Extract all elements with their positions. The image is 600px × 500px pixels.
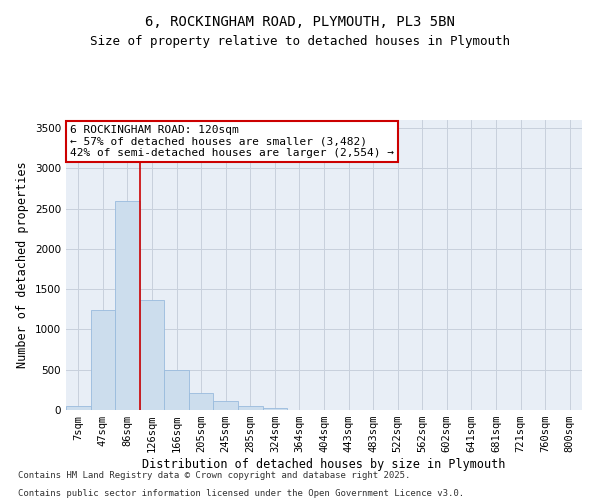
Bar [91,310,115,410]
Bar [263,408,287,410]
Text: Size of property relative to detached houses in Plymouth: Size of property relative to detached ho… [90,35,510,48]
Y-axis label: Number of detached properties: Number of detached properties [16,162,29,368]
Bar [66,406,91,410]
Text: Contains HM Land Registry data © Crown copyright and database right 2025.: Contains HM Land Registry data © Crown c… [18,471,410,480]
Bar [164,370,189,410]
Text: Contains public sector information licensed under the Open Government Licence v3: Contains public sector information licen… [18,488,464,498]
Text: 6, ROCKINGHAM ROAD, PLYMOUTH, PL3 5BN: 6, ROCKINGHAM ROAD, PLYMOUTH, PL3 5BN [145,15,455,29]
Bar [140,300,164,410]
X-axis label: Distribution of detached houses by size in Plymouth: Distribution of detached houses by size … [142,458,506,471]
Bar [189,393,214,410]
Text: 6 ROCKINGHAM ROAD: 120sqm
← 57% of detached houses are smaller (3,482)
42% of se: 6 ROCKINGHAM ROAD: 120sqm ← 57% of detac… [70,125,394,158]
Bar [115,200,140,410]
Bar [214,401,238,410]
Bar [238,406,263,410]
